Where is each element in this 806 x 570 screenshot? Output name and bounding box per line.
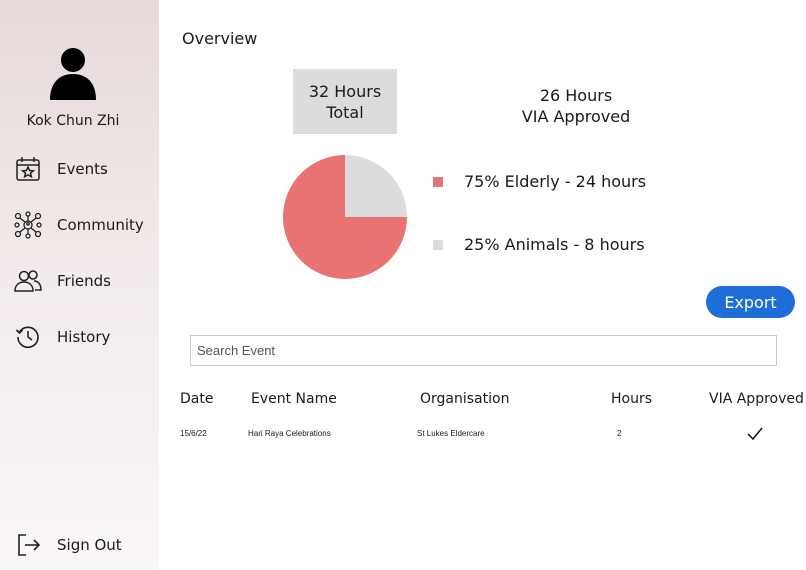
network-icon	[14, 211, 42, 239]
cell-event-name: Hari Raya Celebrations	[248, 429, 331, 438]
cell-hours: 2	[617, 429, 622, 438]
pie-slice-animals	[345, 155, 407, 217]
sidebar-item-events[interactable]: Events	[14, 154, 108, 184]
sign-out-button[interactable]: Sign Out	[14, 530, 122, 560]
cell-date: 15/6/22	[180, 429, 207, 438]
sidebar-item-history[interactable]: History	[14, 322, 110, 352]
legend-swatch-elderly	[433, 176, 443, 187]
approved-hours-value: 26 Hours	[539, 86, 613, 105]
approved-hours-label: VIA Approved	[521, 107, 631, 126]
sidebar-item-community[interactable]: Community	[14, 210, 144, 240]
legend-swatch-animals	[433, 239, 443, 250]
export-button[interactable]: Export	[706, 286, 795, 318]
legend-item-elderly: 75% Elderly - 24 hours	[433, 172, 646, 191]
column-header-via-approved: VIA Approved	[709, 391, 804, 407]
sign-out-label: Sign Out	[57, 536, 122, 554]
check-icon	[747, 427, 763, 441]
users-icon	[14, 267, 42, 295]
cell-organisation: St Lukes Eldercare	[417, 429, 485, 438]
total-hours-label: Total	[326, 102, 364, 122]
avatar	[50, 48, 96, 100]
user-name: Kok Chun Zhi	[26, 113, 120, 129]
sidebar-item-label: Friends	[57, 272, 111, 290]
sign-out-icon	[14, 531, 42, 559]
legend-label: 75% Elderly - 24 hours	[464, 172, 647, 191]
column-header-organisation: Organisation	[420, 391, 510, 407]
sidebar-item-friends[interactable]: Friends	[14, 266, 111, 296]
legend-label: 25% Animals - 8 hours	[464, 235, 645, 254]
pie-slice-elderly	[283, 155, 407, 279]
calendar-star-icon	[14, 155, 42, 183]
column-header-date: Date	[180, 391, 214, 407]
column-header-hours: Hours	[611, 391, 653, 407]
sidebar-item-label: History	[57, 328, 111, 346]
search-input[interactable]	[190, 335, 777, 366]
sidebar-item-label: Events	[57, 160, 108, 178]
hours-pie-chart	[283, 155, 407, 279]
sidebar-item-label: Community	[57, 216, 144, 234]
column-header-event-name: Event Name	[251, 391, 337, 407]
history-icon	[14, 323, 42, 351]
sidebar: Kok Chun Zhi Events	[0, 0, 159, 570]
total-hours-card: 32 Hours Total	[293, 69, 397, 134]
total-hours-value: 32 Hours	[308, 81, 382, 101]
legend-item-animals: 25% Animals - 8 hours	[433, 235, 645, 254]
approved-hours-card: 26 Hours VIA Approved	[505, 85, 647, 127]
page-title: Overview	[182, 29, 258, 48]
